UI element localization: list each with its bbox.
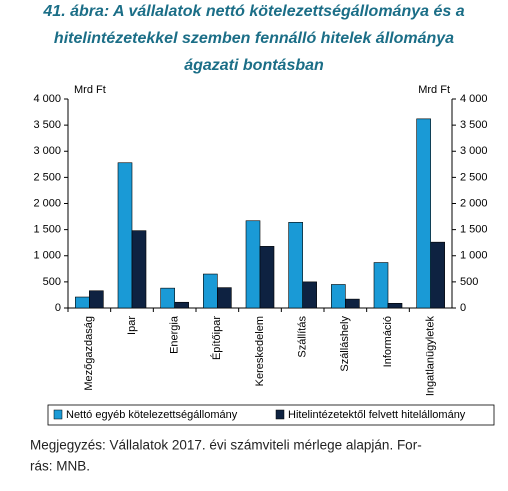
legend-box [47,404,495,426]
y2-tick-label: 2 000 [460,197,488,209]
x-tick-label: Szállítás [297,316,309,358]
bar [373,262,389,309]
x-tick-label: Ingatlanügyletek [425,316,437,397]
y2-tick-label: 1 500 [460,224,488,236]
bar [387,302,403,309]
note: Megjegyzés: Vállalatok 2017. évi számvit… [30,438,422,453]
note: rás: MNB. [30,459,90,474]
bar [131,230,147,309]
bar [245,220,261,309]
y-tick-label: 2 000 [33,197,61,209]
x-tick-label: Információ [382,316,394,367]
bar [117,162,133,309]
bar [288,222,303,309]
y2-tick-label: 3 000 [460,145,488,157]
bar [416,118,431,309]
legend-label: Hitelintézetektől felvett hitelállomány [288,409,466,421]
y-tick-label: 0 [55,302,61,314]
y-tick-label: 3 500 [33,119,61,131]
y-tick-label: 1 000 [33,250,61,262]
legend-label: Nettó egyéb kötelezettségállomány [66,409,238,421]
x-tick-label: Ipar [126,316,138,335]
chart-title: hitelintézetekkel szemben fennálló hitel… [54,30,454,47]
bar [75,296,90,309]
bar [302,281,317,309]
y2-tick-label: 500 [460,276,478,288]
x-tick-label: Építőipar [210,316,223,360]
bar [203,273,218,309]
y-axis-label: Mrd Ft [74,84,106,96]
bar [259,246,275,309]
bar [160,287,175,309]
bar [331,284,346,309]
chart-title: 41. ábra: A vállalatok nettó kötelezetts… [42,3,464,20]
x-tick-label: Mezőgazdaság [83,316,95,391]
y-tick-label: 3 000 [33,145,61,157]
bar [174,301,189,309]
y-tick-label: 2 500 [33,171,61,183]
bar [217,287,232,309]
y2-tick-label: 3 500 [460,119,488,131]
y2-tick-label: 2 500 [460,171,488,183]
bar [89,290,104,309]
bar [430,241,445,309]
y2-tick-label: 0 [460,302,466,314]
legend-swatch [275,409,285,420]
y-tick-label: 1 500 [33,224,61,236]
y2-tick-label: 4 000 [460,93,488,105]
x-tick-label: Energia [169,315,181,354]
y2-tick-label: 1 000 [460,250,488,262]
bar [345,298,360,309]
y-tick-label: 500 [43,276,61,288]
chart-title: ágazati bontásban [184,57,324,74]
legend-swatch [53,409,63,420]
x-tick-label: Szálláshely [339,316,351,372]
y2-axis-label: Mrd Ft [418,84,450,96]
y-tick-label: 4 000 [33,93,61,105]
x-tick-label: Kereskedelem [254,316,266,386]
